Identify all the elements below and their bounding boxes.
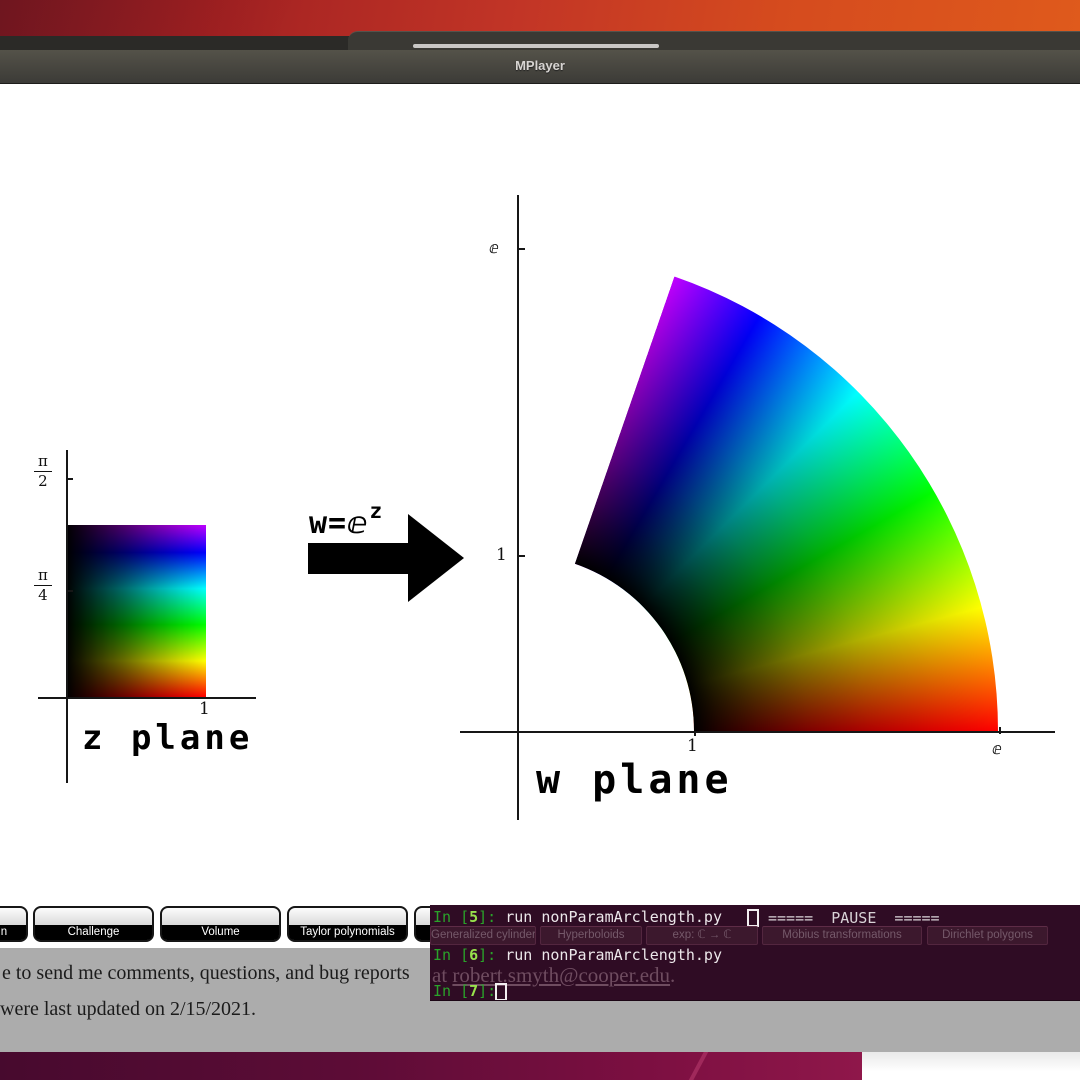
page-button-taylor-polynomials[interactable]: Taylor polynomials — [287, 906, 408, 942]
w-plane-ytick-e-mark — [518, 248, 525, 250]
w-plane-ytick-1-mark — [518, 555, 525, 557]
mplayer-window-top-edge — [348, 31, 1080, 51]
map-arrow-head-icon — [408, 514, 464, 602]
page-button-partial[interactable]: n — [0, 906, 28, 942]
w-plane-y-axis — [517, 195, 519, 820]
map-arrow-shaft — [308, 543, 409, 574]
occluded-button-exp: exp: ℂ → ℂ — [646, 926, 758, 945]
terminal-line-in7: In [7]: — [433, 982, 506, 1000]
w-plane-xlabel-e: ⅇ — [992, 739, 1002, 758]
occluded-button-hyperboloids: Hyperboloids — [540, 926, 642, 945]
z-plane-ylabel-pi-over-2: π 2 — [34, 452, 52, 491]
occluded-button-generalized-cylinder: Generalized cylinder — [430, 926, 536, 945]
w-plane-xtick-e-mark — [999, 727, 1001, 734]
terminal-window[interactable]: In [5]: run nonParamArclength.py ===== P… — [430, 905, 1080, 1001]
w-plane-title: w plane — [536, 757, 733, 803]
terminal-cursor-line1 — [747, 909, 759, 927]
titlebar-drag-handle-icon[interactable] — [413, 44, 659, 48]
z-plane-gradient-rect — [66, 525, 206, 697]
terminal-cursor-line3 — [495, 983, 507, 1000]
z-plane-tick-pi2 — [67, 478, 73, 480]
map-formula: w=ⅇz — [309, 499, 384, 541]
background-window-corner — [862, 1052, 1080, 1080]
mplayer-pause-status: ===== PAUSE ===== — [768, 909, 940, 927]
z-plane-y-axis — [66, 450, 68, 783]
page-button-volume[interactable]: Volume — [160, 906, 281, 942]
z-plane-x-axis — [38, 697, 256, 699]
w-plane-ylabel-e: ⅇ — [489, 238, 499, 257]
w-plane-ylabel-1: 1 — [496, 545, 507, 565]
page-button-challenge[interactable]: Challenge — [33, 906, 154, 942]
page-text-updated: were last updated on 2/15/2021. — [0, 998, 257, 1020]
occluded-email-link: at robert.smyth@cooper.edu. — [432, 963, 676, 987]
z-plane-tick-pi4 — [67, 590, 73, 592]
terminal-line-in6: In [6]: run nonParamArclength.py — [433, 946, 722, 964]
z-plane-ylabel-pi-over-4: π 4 — [34, 566, 52, 605]
desktop-wallpaper-bottom — [0, 1052, 862, 1080]
wallpaper-streak — [675, 1052, 721, 1080]
page-text-comments: e to send me comments, questions, and bu… — [2, 962, 410, 984]
z-plane-title: z plane — [82, 718, 254, 758]
window-title: MPlayer — [515, 58, 565, 73]
w-plane-xtick-1-mark — [694, 731, 696, 736]
w-plane-x-axis — [460, 731, 1055, 733]
occluded-button-mobius-transformations: Möbius transformations — [762, 926, 922, 945]
w-plane-xlabel-1: 1 — [687, 736, 698, 756]
occluded-button-dirichlet-polygons: Dirichlet polygons — [927, 926, 1048, 945]
mplayer-titlebar[interactable]: MPlayer — [0, 50, 1080, 84]
terminal-line-in5: In [5]: run nonParamArclength.py — [433, 908, 722, 926]
z-plane-xtick-1: 1 — [199, 699, 210, 719]
mplayer-video-area[interactable]: π 2 π 4 1 z plane w=ⅇz ⅇ 1 1 ⅇ w plane — [0, 84, 1080, 900]
